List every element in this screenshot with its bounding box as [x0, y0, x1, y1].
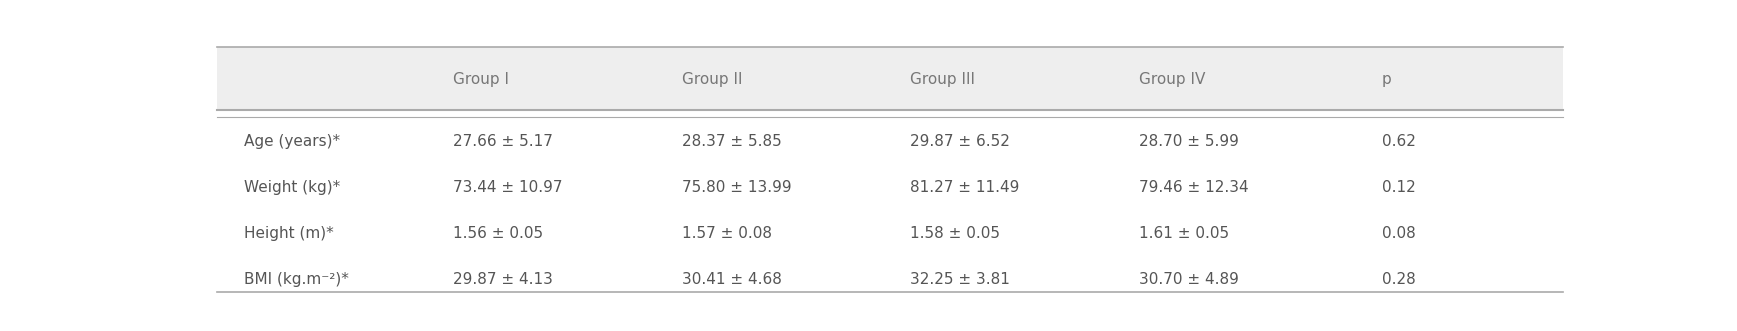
- Text: 81.27 ± 11.49: 81.27 ± 11.49: [910, 180, 1020, 195]
- Text: 79.46 ± 12.34: 79.46 ± 12.34: [1139, 180, 1249, 195]
- Text: Height (m)*: Height (m)*: [243, 226, 334, 241]
- Text: 30.70 ± 4.89: 30.70 ± 4.89: [1139, 272, 1238, 287]
- Text: 0.62: 0.62: [1381, 134, 1416, 149]
- Text: Group III: Group III: [910, 72, 976, 87]
- Text: 30.41 ± 4.68: 30.41 ± 4.68: [681, 272, 782, 287]
- Text: 1.57 ± 0.08: 1.57 ± 0.08: [681, 226, 771, 241]
- Text: p: p: [1381, 72, 1391, 87]
- Text: 0.08: 0.08: [1381, 226, 1416, 241]
- Text: 28.70 ± 5.99: 28.70 ± 5.99: [1139, 134, 1238, 149]
- Text: BMI (kg.m⁻²)*: BMI (kg.m⁻²)*: [243, 272, 349, 287]
- Text: 73.44 ± 10.97: 73.44 ± 10.97: [453, 180, 563, 195]
- Text: Group I: Group I: [453, 72, 509, 87]
- Text: 1.61 ± 0.05: 1.61 ± 0.05: [1139, 226, 1230, 241]
- Text: 0.12: 0.12: [1381, 180, 1416, 195]
- Text: Age (years)*: Age (years)*: [243, 134, 340, 149]
- Text: 29.87 ± 6.52: 29.87 ± 6.52: [910, 134, 1011, 149]
- Text: Group IV: Group IV: [1139, 72, 1205, 87]
- Text: 28.37 ± 5.85: 28.37 ± 5.85: [681, 134, 782, 149]
- Text: 75.80 ± 13.99: 75.80 ± 13.99: [681, 180, 790, 195]
- Text: Group II: Group II: [681, 72, 742, 87]
- Text: 32.25 ± 3.81: 32.25 ± 3.81: [910, 272, 1011, 287]
- Text: Weight (kg)*: Weight (kg)*: [243, 180, 340, 195]
- Bar: [217, 47, 1563, 111]
- Text: 27.66 ± 5.17: 27.66 ± 5.17: [453, 134, 552, 149]
- Text: 1.58 ± 0.05: 1.58 ± 0.05: [910, 226, 1001, 241]
- Text: 1.56 ± 0.05: 1.56 ± 0.05: [453, 226, 544, 241]
- Text: 0.28: 0.28: [1381, 272, 1416, 287]
- Text: 29.87 ± 4.13: 29.87 ± 4.13: [453, 272, 552, 287]
